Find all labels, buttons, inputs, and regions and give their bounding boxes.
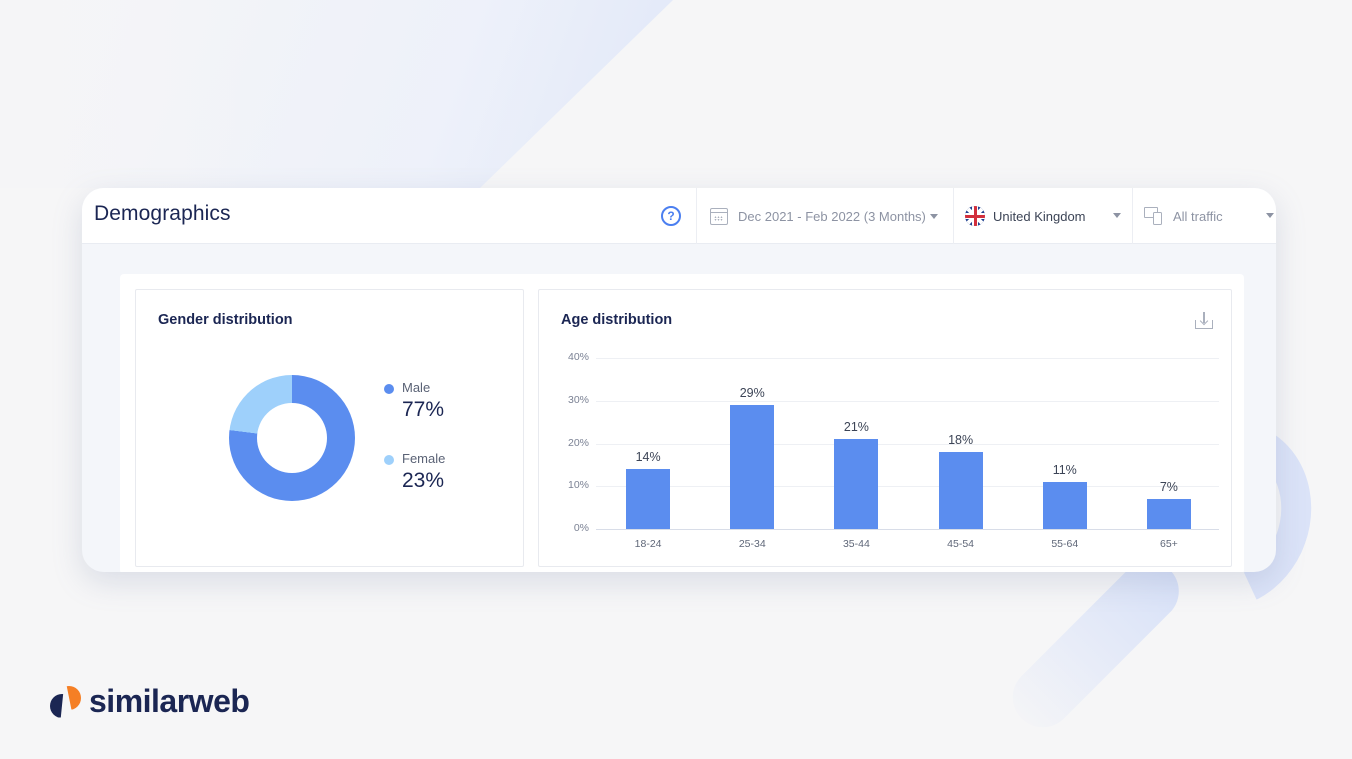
legend-label: Male [402,380,431,395]
x-axis-line [596,529,1219,530]
help-icon[interactable]: ? [661,206,681,226]
x-axis-tick: 55-64 [1051,538,1079,550]
traffic-dropdown[interactable]: All traffic [1144,188,1274,244]
y-axis-tick: 40% [567,351,589,363]
chevron-down-icon [929,213,938,219]
x-axis-tick: 45-54 [947,538,974,550]
bar-value-label: 7% [1159,480,1178,495]
divider [953,188,954,244]
chevron-down-icon [1266,213,1274,218]
legend-dot [384,455,394,465]
uk-flag-icon [965,206,985,226]
date-range-value: Dec 2021 - Feb 2022 (3 Months) [738,208,926,224]
bar-65+[interactable] [1146,499,1191,529]
bar-value-label: 21% [843,420,869,435]
donut-hole [257,403,327,473]
x-axis-tick: 18-24 [634,538,662,550]
legend-dot [384,384,394,394]
logo-text: similarweb [89,683,250,719]
similarweb-logo-icon [50,685,81,718]
traffic-value: All traffic [1173,208,1223,224]
y-axis-tick: 20% [567,436,589,449]
card-header: Demographics ? Dec 2021 - Feb 2022 (3 Mo… [82,188,1276,244]
panel-title: Age distribution [561,312,673,328]
bar-25-34[interactable] [730,405,775,529]
x-axis-tick: 25-34 [738,538,766,550]
gridline [596,358,1219,359]
panel-title: Gender distribution [158,312,293,328]
divider [696,188,697,244]
calendar-icon [710,207,728,225]
gender-distribution-panel: Gender distribution Male 77% Female 23% [135,289,524,567]
age-distribution-panel: Age distribution 40% 30% 20% 10% 0% 14% 18-24 2… [538,289,1232,567]
date-range-dropdown[interactable]: Dec 2021 - Feb 2022 (3 Months) [710,188,938,244]
bar-value-label: 11% [1052,462,1077,477]
bar-value-label: 29% [739,386,765,401]
page-title: Demographics [94,202,231,225]
y-axis-tick: 10% [567,479,589,492]
bar-35-44[interactable] [834,439,879,529]
similarweb-logo: similarweb [50,683,250,720]
bar-value-label: 14% [635,450,661,465]
gridline [596,443,1219,445]
country-dropdown[interactable]: United Kingdom [965,188,1121,244]
background-bar [1000,548,1192,740]
y-axis-tick: 0% [573,522,589,534]
legend-value: 23% [402,469,445,492]
age-bar-chart: 40% 30% 20% 10% 0% 14% 18-24 29% 25-34 21% 35-44 18… [539,290,1231,566]
x-axis-tick: 65+ [1160,538,1178,550]
background-shape-fade [0,0,673,188]
gender-donut-chart[interactable] [229,375,355,501]
content-area: Gender distribution Male 77% Female 23% … [120,274,1244,572]
demographics-card: Demographics ? Dec 2021 - Feb 2022 (3 Mo… [82,188,1276,572]
divider [1132,188,1133,244]
devices-icon [1144,207,1164,225]
country-value: United Kingdom [993,208,1086,224]
bar-18-24[interactable] [626,469,671,529]
download-icon[interactable] [1195,312,1213,329]
legend-value: 77% [402,398,445,421]
bar-45-54[interactable] [938,452,983,529]
bar-55-64[interactable] [1042,481,1087,529]
bar-value-label: 18% [948,433,974,448]
gridline [596,486,1219,488]
x-axis-tick: 35-44 [842,538,870,550]
gridline [596,400,1219,402]
y-axis-tick: 30% [567,393,589,406]
chevron-down-icon [1113,213,1121,218]
legend-label: Female [402,451,446,466]
